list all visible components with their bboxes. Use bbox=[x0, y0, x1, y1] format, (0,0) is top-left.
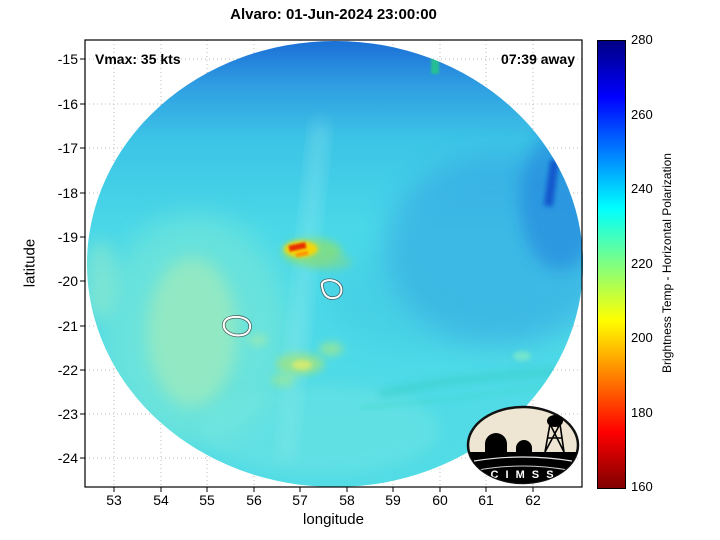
colorbar-tick-label: 260 bbox=[631, 107, 653, 122]
x-tick-label: 62 bbox=[525, 492, 541, 508]
x-tick-label: 57 bbox=[292, 492, 308, 508]
colorbar-label: Brightness Temp - Horizontal Polarizatio… bbox=[660, 153, 674, 373]
y-tick-label: -16 bbox=[57, 96, 78, 112]
x-tick-label: 60 bbox=[432, 492, 448, 508]
brightness-temp-swath bbox=[87, 41, 583, 487]
plot-title: Alvaro: 01-Jun-2024 23:00:00 bbox=[230, 6, 437, 23]
colorbar-tick-label: 280 bbox=[631, 32, 653, 47]
colorbar bbox=[597, 40, 626, 489]
x-tick-label: 53 bbox=[106, 492, 122, 508]
y-tick-label: -24 bbox=[57, 450, 78, 466]
y-tick-label: -20 bbox=[57, 273, 78, 289]
y-tick-label: -17 bbox=[57, 140, 78, 156]
cimss-logo-text: C I M S S bbox=[490, 469, 555, 481]
y-tick-label: -22 bbox=[57, 362, 78, 378]
y-tick-label: -23 bbox=[57, 406, 78, 422]
axis-tick-marks bbox=[80, 58, 534, 492]
y-tick-label: -21 bbox=[57, 318, 78, 334]
x-tick-label: 59 bbox=[385, 492, 401, 508]
x-tick-label: 54 bbox=[153, 492, 169, 508]
vmax-annotation: Vmax: 35 kts bbox=[95, 51, 181, 67]
y-tick-label: -19 bbox=[57, 229, 78, 245]
x-tick-label: 56 bbox=[246, 492, 262, 508]
x-tick-label: 61 bbox=[478, 492, 494, 508]
x-axis-label: longitude bbox=[303, 511, 364, 528]
colorbar-tick-label: 200 bbox=[631, 330, 653, 345]
colorbar-tick-label: 180 bbox=[631, 405, 653, 420]
cimss-logo: C I M S S bbox=[466, 405, 580, 485]
time-away-annotation: 07:39 away bbox=[501, 51, 575, 67]
axes-box bbox=[84, 39, 583, 488]
x-tick-label: 58 bbox=[339, 492, 355, 508]
colorbar-tick-label: 220 bbox=[631, 256, 653, 271]
y-tick-label: -18 bbox=[57, 185, 78, 201]
x-tick-label: 55 bbox=[199, 492, 215, 508]
colorbar-tick-label: 160 bbox=[631, 479, 653, 494]
contour-loops bbox=[221, 278, 344, 338]
y-tick-label: -15 bbox=[57, 51, 78, 67]
colorbar-tick-label: 240 bbox=[631, 181, 653, 196]
